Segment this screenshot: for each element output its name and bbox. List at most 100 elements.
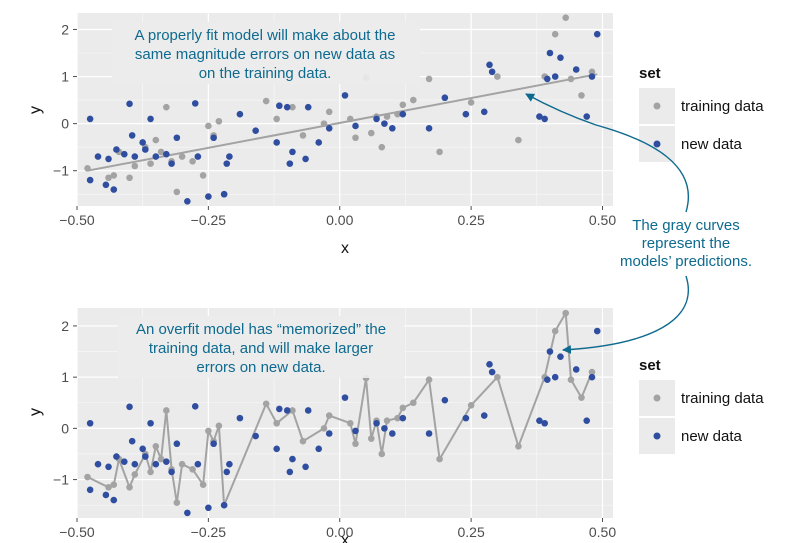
training-data-point <box>205 122 212 130</box>
y-tick-label: −1 <box>53 472 69 488</box>
new-data-point <box>541 115 548 123</box>
training-data-point <box>289 407 296 414</box>
new-data-point <box>110 186 118 193</box>
new-data-point <box>572 366 580 373</box>
new-data-point <box>536 113 543 120</box>
training-data-point <box>394 414 401 422</box>
new-data-point <box>273 139 280 146</box>
training-data-point <box>367 129 375 137</box>
new-data-point <box>462 110 470 118</box>
new-data-point <box>536 417 543 424</box>
new-data-point <box>120 458 128 465</box>
legend-label: new data <box>681 428 743 445</box>
new-data-point <box>441 94 449 102</box>
callout: The gray curves represent the models’ pr… <box>525 93 752 355</box>
training-data-point <box>126 174 133 182</box>
new-data-point <box>480 412 488 419</box>
training-data-point <box>325 412 333 419</box>
new-data-point <box>488 368 496 376</box>
training-data-point <box>157 148 165 156</box>
new-data-point <box>128 437 136 445</box>
new-data-point <box>286 468 294 476</box>
new-data-point <box>480 108 488 116</box>
new-data-point <box>541 419 548 427</box>
new-data-point <box>163 150 170 158</box>
new-data-point <box>120 150 128 158</box>
legend-title: set <box>639 357 661 374</box>
new-data-point <box>142 146 149 153</box>
y-tick-label: 2 <box>61 21 69 37</box>
training-data-point <box>163 103 170 111</box>
new-data-point <box>223 160 231 167</box>
new-data-point <box>163 458 170 465</box>
new-data-point <box>325 125 333 132</box>
new-data-point <box>86 419 94 427</box>
new-data-point <box>252 432 259 440</box>
new-data-point <box>168 468 175 476</box>
y-tick-label: −1 <box>53 163 69 179</box>
new-data-point <box>110 496 118 504</box>
new-data-point <box>304 407 312 414</box>
annotation-backdrop <box>112 22 420 84</box>
new-data-point <box>341 394 349 401</box>
annotation-line: A properly fit model will make about the <box>135 27 396 44</box>
training-data-point <box>273 419 280 427</box>
x-tick-label: 0.25 <box>457 212 484 228</box>
training-data-point <box>346 419 354 427</box>
training-data-point <box>399 404 407 412</box>
training-data-point <box>567 75 575 83</box>
new-data-point <box>147 419 154 427</box>
new-data-point <box>551 373 559 381</box>
new-data-point <box>373 419 380 427</box>
training-data-point <box>273 115 280 123</box>
new-data-point <box>126 403 133 411</box>
new-data-point <box>252 127 259 134</box>
training-data-point <box>299 437 307 445</box>
new-data-point <box>488 68 496 76</box>
new-data-point <box>131 460 139 468</box>
training-data-point <box>105 483 112 491</box>
new-data-point <box>113 146 120 153</box>
training-data-point <box>110 481 118 489</box>
training-data-point <box>436 455 443 463</box>
new-data-point <box>236 414 244 422</box>
new-data-point <box>546 348 554 355</box>
training-data-point <box>262 97 270 105</box>
new-data-point <box>286 160 294 167</box>
training-data-point <box>325 108 333 116</box>
new-data-point <box>173 440 181 448</box>
x-tick-label: 0.25 <box>457 524 484 540</box>
new-data-point <box>544 75 551 83</box>
training-data-point <box>378 143 386 151</box>
new-data-point <box>283 407 291 414</box>
training-data-point <box>383 113 391 120</box>
legend-label: new data <box>681 136 743 153</box>
new-data-point <box>102 181 110 189</box>
new-data-point <box>102 491 110 499</box>
new-data-point <box>220 501 228 509</box>
training-data-point <box>352 440 359 448</box>
training-data-point <box>178 153 186 160</box>
x-tick-label: 0.00 <box>326 524 353 540</box>
training-data-point <box>562 309 570 317</box>
legend-label: training data <box>681 98 764 115</box>
training-data-point <box>147 468 154 476</box>
new-data-point <box>139 139 146 146</box>
legend-key-dot <box>653 394 661 402</box>
training-data-point <box>346 115 354 123</box>
new-data-point <box>113 453 120 460</box>
new-data-point <box>173 134 181 142</box>
callout-arrow-down <box>562 275 689 355</box>
y-tick-label: 1 <box>61 69 69 85</box>
new-data-point <box>373 115 380 123</box>
training-data-point <box>152 136 160 144</box>
new-data-series <box>86 30 601 205</box>
training-data-point <box>494 373 501 381</box>
new-data-point <box>191 100 199 107</box>
training-data-point <box>199 481 207 489</box>
new-data-point <box>205 504 212 512</box>
training-data-point <box>494 73 501 80</box>
new-data-point <box>325 430 333 437</box>
new-data-point <box>593 327 601 335</box>
